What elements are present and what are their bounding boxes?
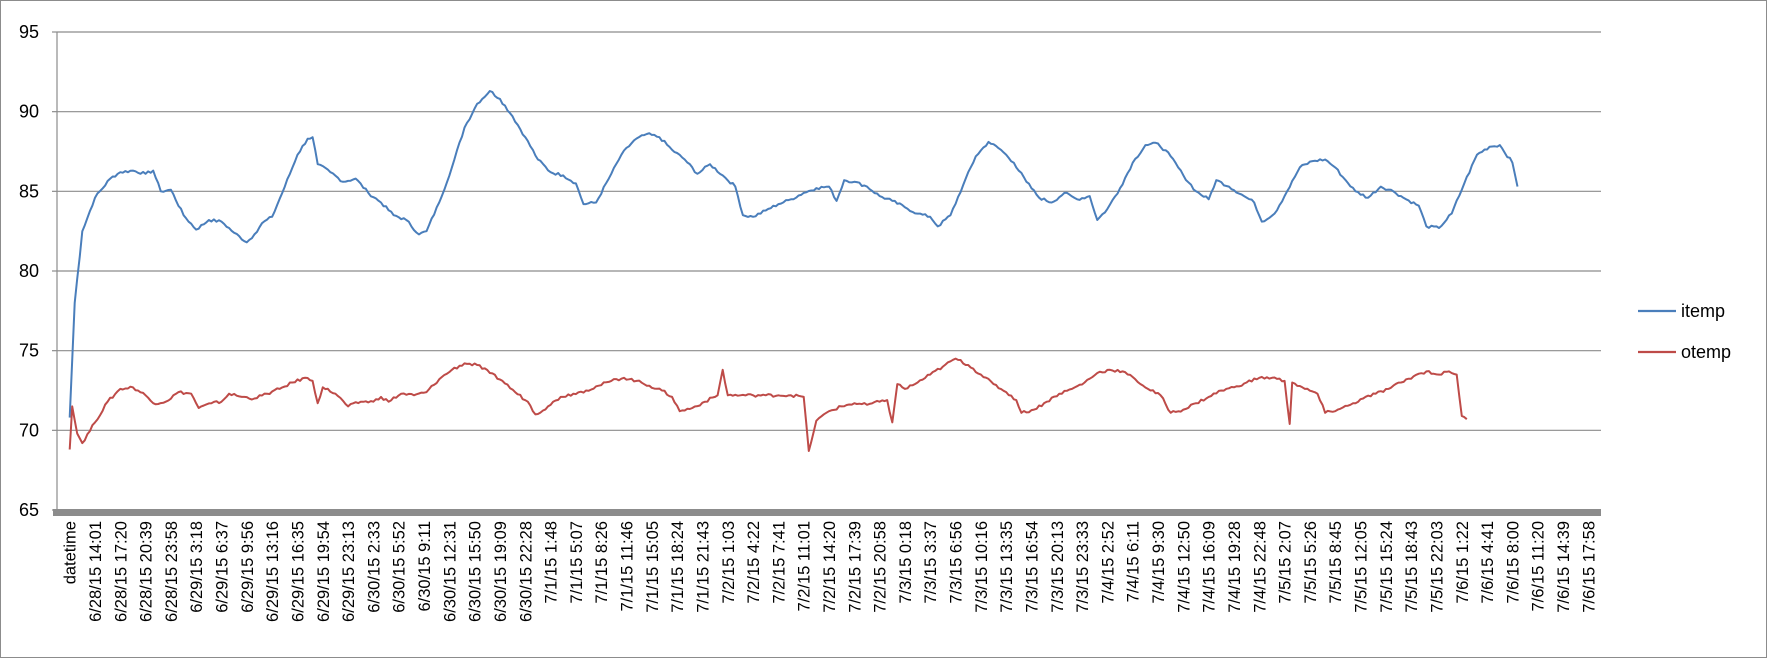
series-line-itemp xyxy=(68,90,1519,418)
x-tick-label: 7/1/15 8:26 xyxy=(593,521,611,604)
x-tick-label: 7/5/15 2:07 xyxy=(1277,521,1295,604)
x-tick-label: 7/6/15 14:39 xyxy=(1555,521,1573,613)
x-tick-label: 7/1/15 5:07 xyxy=(568,521,586,604)
x-tick-label: 7/2/15 20:58 xyxy=(872,521,890,613)
x-tick-label: 7/5/15 5:26 xyxy=(1302,521,1320,604)
y-tick-label: 70 xyxy=(19,420,39,440)
x-tick-label: 7/5/15 15:24 xyxy=(1378,521,1396,613)
x-tick-label: 7/2/15 1:03 xyxy=(720,521,738,604)
x-tick-label: 6/30/15 9:11 xyxy=(416,521,434,612)
x-tick-label: 7/3/15 0:18 xyxy=(897,521,915,604)
x-tick-label: 7/6/15 17:58 xyxy=(1580,521,1598,613)
x-tick-label: 7/4/15 6:11 xyxy=(1125,521,1143,602)
x-tick-label: 7/3/15 10:16 xyxy=(973,521,991,613)
x-tick-label: 7/5/15 18:43 xyxy=(1403,521,1421,613)
gridlines xyxy=(57,31,1601,431)
x-tick-label: 7/1/15 11:46 xyxy=(619,521,637,612)
x-tick-label: 7/2/15 7:41 xyxy=(770,521,788,604)
x-tick-labels: datetime 6/28/15 14:01 6/28/15 17:20 6/28/1… xyxy=(62,521,1599,622)
series-lines xyxy=(68,90,1519,452)
x-tick-label: 7/4/15 2:52 xyxy=(1099,521,1117,604)
y-tick-label: 80 xyxy=(19,261,39,281)
x-tick-label: 7/3/15 13:35 xyxy=(998,521,1016,613)
x-tick-label: 6/30/15 5:52 xyxy=(391,521,409,613)
x-tick-label: 7/4/15 22:48 xyxy=(1251,521,1269,613)
y-tick-label: 85 xyxy=(19,181,39,201)
x-tick-label: 6/29/15 23:13 xyxy=(340,521,358,622)
x-tick-label: 7/5/15 12:05 xyxy=(1353,521,1371,613)
x-tick-label: 7/3/15 23:33 xyxy=(1074,521,1092,613)
x-tick-label: 6/30/15 12:31 xyxy=(441,521,459,622)
x-tick-label: 7/4/15 16:09 xyxy=(1201,521,1219,613)
x-tick-label: 6/29/15 13:16 xyxy=(264,521,282,622)
x-tick-label: 6/29/15 19:54 xyxy=(315,521,333,622)
x-tick-label: 7/1/15 18:24 xyxy=(669,521,687,613)
x-tick-label: 6/30/15 22:28 xyxy=(517,521,535,622)
x-tick-label: 6/28/15 23:58 xyxy=(163,521,181,622)
x-tick-label: 7/6/15 4:41 xyxy=(1479,521,1497,604)
y-tick-label: 90 xyxy=(19,102,39,122)
x-tick-label: 7/3/15 20:13 xyxy=(1049,521,1067,613)
x-tick-label: 7/5/15 22:03 xyxy=(1428,521,1446,613)
y-tick-label: 75 xyxy=(19,341,39,361)
y-tick-label: 65 xyxy=(19,500,39,520)
legend-label-otemp: otemp xyxy=(1681,342,1731,362)
x-tick-label: 7/3/15 6:56 xyxy=(948,521,966,604)
x-tick-label: 7/6/15 8:00 xyxy=(1504,521,1522,604)
x-tick-label: 6/28/15 20:39 xyxy=(138,521,156,622)
x-tick-label: 7/3/15 3:37 xyxy=(922,521,940,604)
x-tick-label: 7/1/15 1:48 xyxy=(543,521,561,604)
x-tick-label: datetime xyxy=(62,521,80,584)
x-tick-label: 6/30/15 19:09 xyxy=(492,521,510,622)
x-tick-label: 7/1/15 21:43 xyxy=(694,521,712,613)
x-tick-label: 7/6/15 1:22 xyxy=(1454,521,1472,604)
x-tick-label: 7/4/15 9:30 xyxy=(1150,521,1168,604)
x-tick-label: 7/2/15 4:22 xyxy=(745,521,763,604)
x-tick-label: 6/30/15 2:33 xyxy=(365,521,383,613)
x-tick-label: 6/29/15 6:37 xyxy=(214,521,232,613)
y-tick-labels: 95 90 85 80 75 70 65 xyxy=(19,22,39,520)
series-line-otemp xyxy=(68,357,1468,452)
x-tick-label: 7/6/15 11:20 xyxy=(1530,521,1548,612)
legend: itemp otemp xyxy=(1638,301,1731,362)
x-tick-label: 6/28/15 17:20 xyxy=(112,521,130,622)
x-tick-label: 7/3/15 16:54 xyxy=(1023,521,1041,613)
y-tick-label: 95 xyxy=(19,22,39,42)
x-tick-label: 7/5/15 8:45 xyxy=(1327,521,1345,604)
axes xyxy=(52,31,1601,516)
x-tick-label: 7/1/15 15:05 xyxy=(644,521,662,613)
x-tick-label: 6/28/15 14:01 xyxy=(87,521,105,622)
x-tick-label: 7/2/15 17:39 xyxy=(846,521,864,613)
x-tick-label: 7/2/15 14:20 xyxy=(821,521,839,613)
x-tick-label: 6/29/15 9:56 xyxy=(239,521,257,613)
x-axis-band xyxy=(53,509,1601,516)
x-tick-label: 6/30/15 15:50 xyxy=(467,521,485,622)
x-tick-label: 6/29/15 16:35 xyxy=(289,521,307,622)
x-tick-label: 6/29/15 3:18 xyxy=(188,521,206,613)
x-tick-label: 7/4/15 12:50 xyxy=(1175,521,1193,613)
legend-label-itemp: itemp xyxy=(1681,301,1725,321)
x-tick-label: 7/2/15 11:01 xyxy=(796,521,814,612)
x-tick-label: 7/4/15 19:28 xyxy=(1226,521,1244,613)
